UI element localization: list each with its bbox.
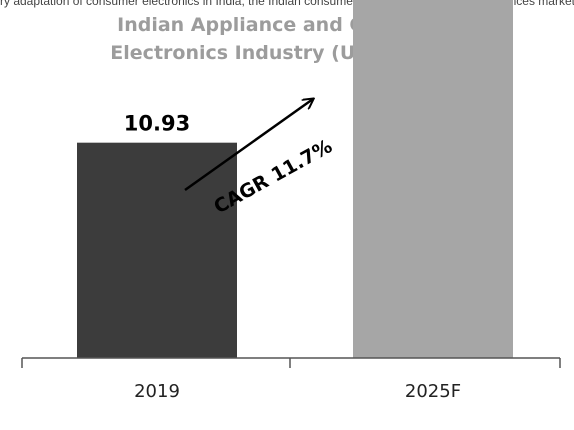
x-tick-label-2019: 2019 <box>134 381 180 402</box>
x-tick-labels-group: 2019 2025F <box>134 381 461 402</box>
caption-fragment: ry adaptation of consumer electronics in… <box>0 0 574 8</box>
value-label-2019: 10.93 <box>124 112 190 136</box>
bars-group <box>77 0 513 359</box>
bar-2025f <box>353 0 513 359</box>
bar-2019 <box>77 142 237 358</box>
value-labels-group: 10.9321.18 <box>124 112 190 136</box>
cagr-arrow <box>184 99 313 192</box>
x-tick-label-2025f: 2025F <box>405 381 461 402</box>
